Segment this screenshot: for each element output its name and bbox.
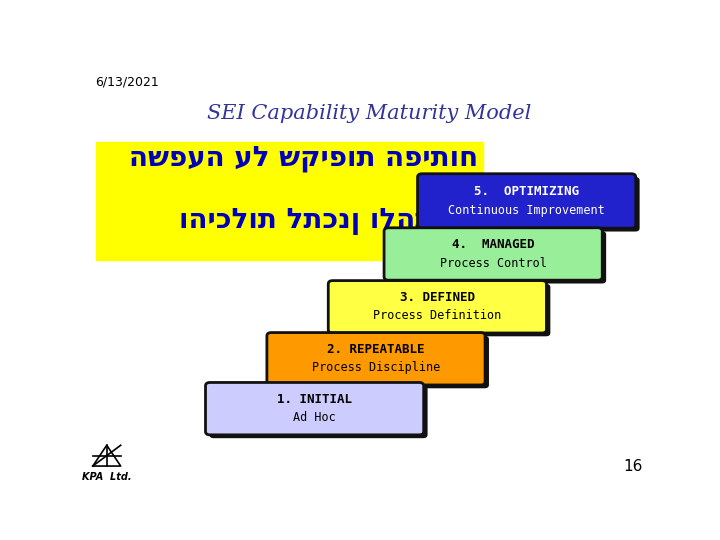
Text: 4.  MANAGED: 4. MANAGED (452, 238, 534, 251)
FancyBboxPatch shape (205, 382, 423, 435)
Text: KPA  Ltd.: KPA Ltd. (82, 472, 132, 482)
Text: 1. INITIAL: 1. INITIAL (277, 393, 352, 406)
FancyBboxPatch shape (210, 386, 428, 438)
FancyBboxPatch shape (271, 336, 489, 388)
FancyBboxPatch shape (328, 281, 546, 333)
Text: השפעה על שקיפות הפיתוח: השפעה על שקיפות הפיתוח (129, 144, 478, 172)
Text: 3. DEFINED: 3. DEFINED (400, 291, 475, 304)
FancyBboxPatch shape (332, 284, 550, 336)
FancyBboxPatch shape (384, 228, 602, 280)
Text: 5.  OPTIMIZING: 5. OPTIMIZING (474, 185, 579, 198)
FancyBboxPatch shape (421, 177, 639, 232)
Text: Process Definition: Process Definition (373, 309, 501, 322)
FancyBboxPatch shape (267, 333, 485, 385)
Text: Process Control: Process Control (440, 256, 546, 269)
Text: Continuous Improvement: Continuous Improvement (449, 204, 605, 217)
Text: 6/13/2021: 6/13/2021 (96, 75, 159, 88)
Text: 16: 16 (623, 460, 642, 474)
Text: Ad Hoc: Ad Hoc (293, 411, 336, 424)
Text: SEI Capability Maturity Model: SEI Capability Maturity Model (207, 104, 531, 123)
Text: Process Discipline: Process Discipline (312, 361, 440, 374)
FancyBboxPatch shape (418, 174, 636, 228)
Text: 2. REPEATABLE: 2. REPEATABLE (327, 343, 425, 356)
Text: והיכלות לתכנן ולהתריע: והיכלות לתכנן ולהתריע (179, 207, 478, 235)
FancyBboxPatch shape (388, 231, 606, 284)
FancyBboxPatch shape (96, 141, 483, 260)
